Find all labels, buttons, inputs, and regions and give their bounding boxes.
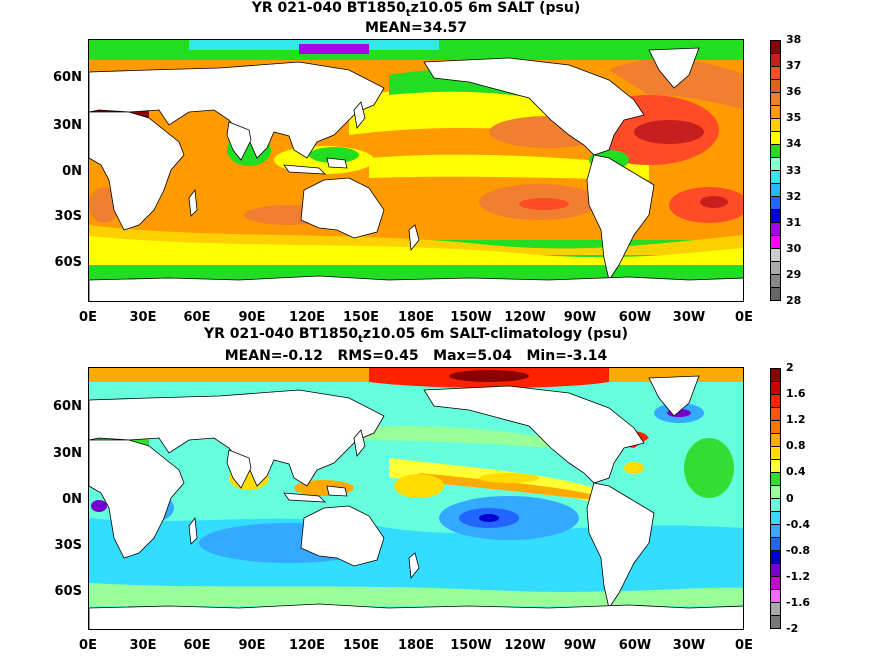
top-colorbar-label: 29 (786, 268, 802, 281)
top-colorbar-label: 35 (786, 111, 802, 124)
bottom-lat-label-60s: 60S (54, 584, 82, 599)
bottom-map (88, 367, 744, 630)
bottom-lon-label: 150W (450, 638, 492, 653)
bottom-lat-label-60n: 60N (53, 399, 82, 414)
top-lat-label-60s: 60S (54, 255, 82, 270)
top-lon-label: 150W (450, 310, 492, 325)
bottom-colorbar-label: -1.2 (786, 570, 811, 583)
top-title: YR 021-040 BT1850tz10.05 6m SALT (psu) (88, 0, 744, 19)
top-colorbar-label: 32 (786, 190, 802, 203)
bottom-lon-label: 150E (342, 638, 380, 653)
bottom-colorbar-label: 1.2 (786, 413, 806, 426)
bottom-lon-label: 30W (672, 638, 706, 653)
top-lat-label-30n: 30N (53, 118, 82, 133)
top-lon-label: 180E (397, 310, 435, 325)
bottom-colorbar-label: -0.4 (786, 518, 811, 531)
bottom-lon-label: 0E (735, 638, 753, 653)
bottom-title-suffix: z10.05 6m SALT-climatology (psu) (362, 326, 629, 342)
bottom-lon-label: 0E (79, 638, 97, 653)
top-colorbar-label: 38 (786, 33, 802, 46)
top-colorbar-label: 28 (786, 294, 802, 307)
bottom-title-prefix: YR 021-040 BT1850 (203, 326, 359, 342)
top-colorbar-label: 31 (786, 216, 802, 229)
top-lon-label: 0E (735, 310, 753, 325)
bottom-lon-label: 120E (288, 638, 326, 653)
top-lon-label: 60W (618, 310, 652, 325)
bottom-colorbar-label: 1.6 (786, 387, 806, 400)
top-lat-label-30s: 30S (54, 209, 82, 224)
bottom-colorbar-label: -2 (786, 622, 799, 635)
top-title-sub: t (405, 8, 411, 19)
bottom-lon-label: 120W (504, 638, 546, 653)
top-colorbar-label: 30 (786, 242, 802, 255)
top-lon-label: 90E (238, 310, 266, 325)
top-lon-label: 150E (342, 310, 380, 325)
top-subtitle: MEAN=34.57 (364, 20, 468, 36)
bottom-subtitle: MEAN=-0.12 RMS=0.45 Max=5.04 Min=-3.14 (224, 348, 608, 364)
bottom-colorbar-label: 2 (786, 361, 794, 374)
bottom-lat-label-30n: 30N (53, 446, 82, 461)
top-lon-label: 120W (504, 310, 546, 325)
top-colorbar (770, 40, 781, 301)
top-lon-label: 120E (288, 310, 326, 325)
bottom-lon-label: 180E (397, 638, 435, 653)
bottom-lat-label-30s: 30S (54, 538, 82, 553)
bottom-colorbar-label: 0.8 (786, 439, 806, 452)
top-title-prefix: YR 021-040 BT1850 (251, 0, 406, 16)
top-lat-label-60n: 60N (53, 70, 82, 85)
bottom-colorbar-label: 0.4 (786, 465, 806, 478)
top-colorbar-label: 34 (786, 137, 802, 150)
bottom-lon-label: 60E (183, 638, 211, 653)
top-colorbar-label: 37 (786, 59, 802, 72)
bottom-colorbar (770, 368, 781, 629)
bottom-lon-label: 60W (618, 638, 652, 653)
bottom-lon-label: 30E (129, 638, 157, 653)
top-lon-label: 0E (79, 310, 97, 325)
top-lon-label: 30E (129, 310, 157, 325)
top-title-suffix: z10.05 6m SALT (psu) (410, 0, 581, 16)
bottom-title-sub: t (358, 334, 363, 345)
top-colorbar-label: 36 (786, 85, 802, 98)
top-map (88, 39, 744, 302)
top-lat-label-0n: 0N (62, 164, 82, 179)
top-lon-label: 30W (672, 310, 706, 325)
top-lon-label: 60E (183, 310, 211, 325)
bottom-lon-label: 90W (563, 638, 597, 653)
bottom-colorbar-label: -1.6 (786, 596, 811, 609)
bottom-colorbar-label: 0 (786, 492, 794, 505)
bottom-lat-label-0n: 0N (62, 492, 82, 507)
bottom-lon-label: 90E (238, 638, 266, 653)
bottom-title: YR 021-040 BT1850tz10.05 6m SALT-climato… (88, 326, 744, 345)
top-lon-label: 90W (563, 310, 597, 325)
bottom-colorbar-label: -0.8 (786, 544, 811, 557)
top-colorbar-label: 33 (786, 164, 802, 177)
